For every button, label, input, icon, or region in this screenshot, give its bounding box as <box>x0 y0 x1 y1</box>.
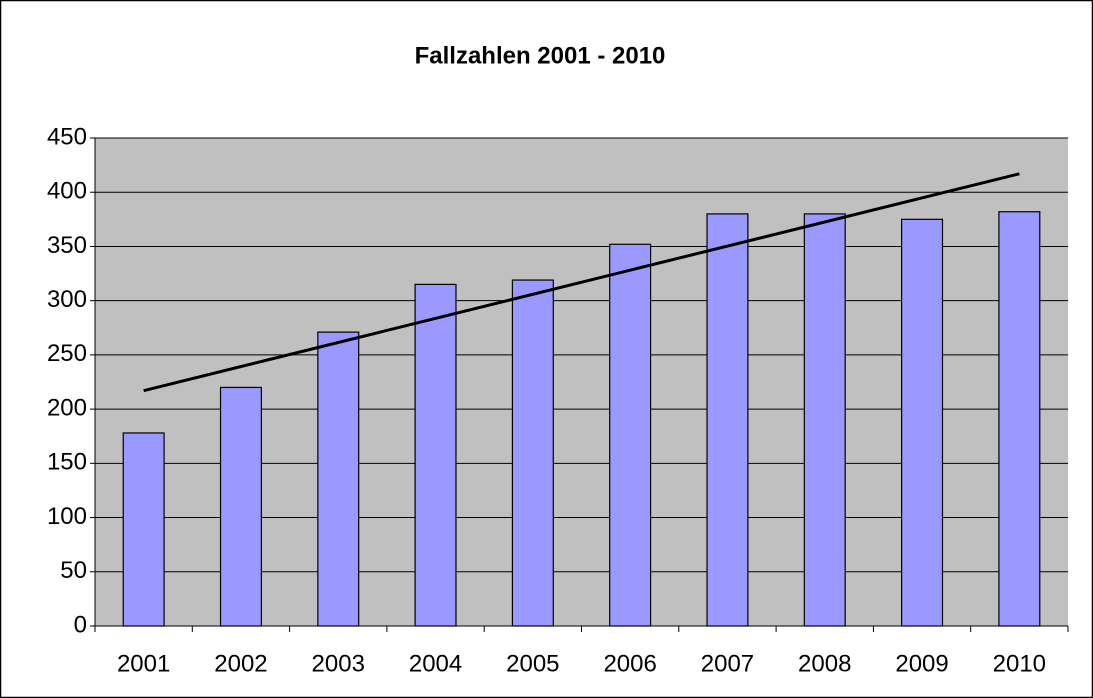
x-tick-label: 2007 <box>701 650 754 677</box>
bar <box>511 279 554 627</box>
x-tick-label: 2003 <box>312 650 365 677</box>
y-tick-label: 400 <box>47 178 87 205</box>
x-tick-label: 2002 <box>214 650 267 677</box>
y-tick-label: 250 <box>47 340 87 367</box>
x-tick-label: 2005 <box>506 650 559 677</box>
x-tick-label: 2006 <box>603 650 656 677</box>
bar <box>219 386 262 627</box>
bar <box>706 213 749 627</box>
y-tick-label: 150 <box>47 449 87 476</box>
x-tick-label: 2008 <box>798 650 851 677</box>
x-tick-label: 2010 <box>993 650 1046 677</box>
bar <box>609 243 652 627</box>
y-tick-label: 350 <box>47 232 87 259</box>
y-tick-label: 450 <box>47 123 87 150</box>
y-tick-label: 300 <box>47 286 87 313</box>
y-tick-label: 200 <box>47 394 87 421</box>
y-tick-label: 100 <box>47 503 87 530</box>
y-tick-label: 50 <box>60 557 87 584</box>
trendline <box>143 172 1020 393</box>
chart-title: Fallzahlen 2001 - 2010 <box>415 42 666 69</box>
x-tick-label: 2001 <box>117 650 170 677</box>
bar <box>901 218 944 627</box>
x-tick-label: 2004 <box>409 650 462 677</box>
y-tick-label: 0 <box>74 611 87 638</box>
x-tick-label: 2009 <box>895 650 948 677</box>
bar <box>998 211 1041 627</box>
bar <box>122 432 165 627</box>
bar <box>317 331 360 627</box>
bar <box>803 213 846 627</box>
bar <box>414 283 457 627</box>
